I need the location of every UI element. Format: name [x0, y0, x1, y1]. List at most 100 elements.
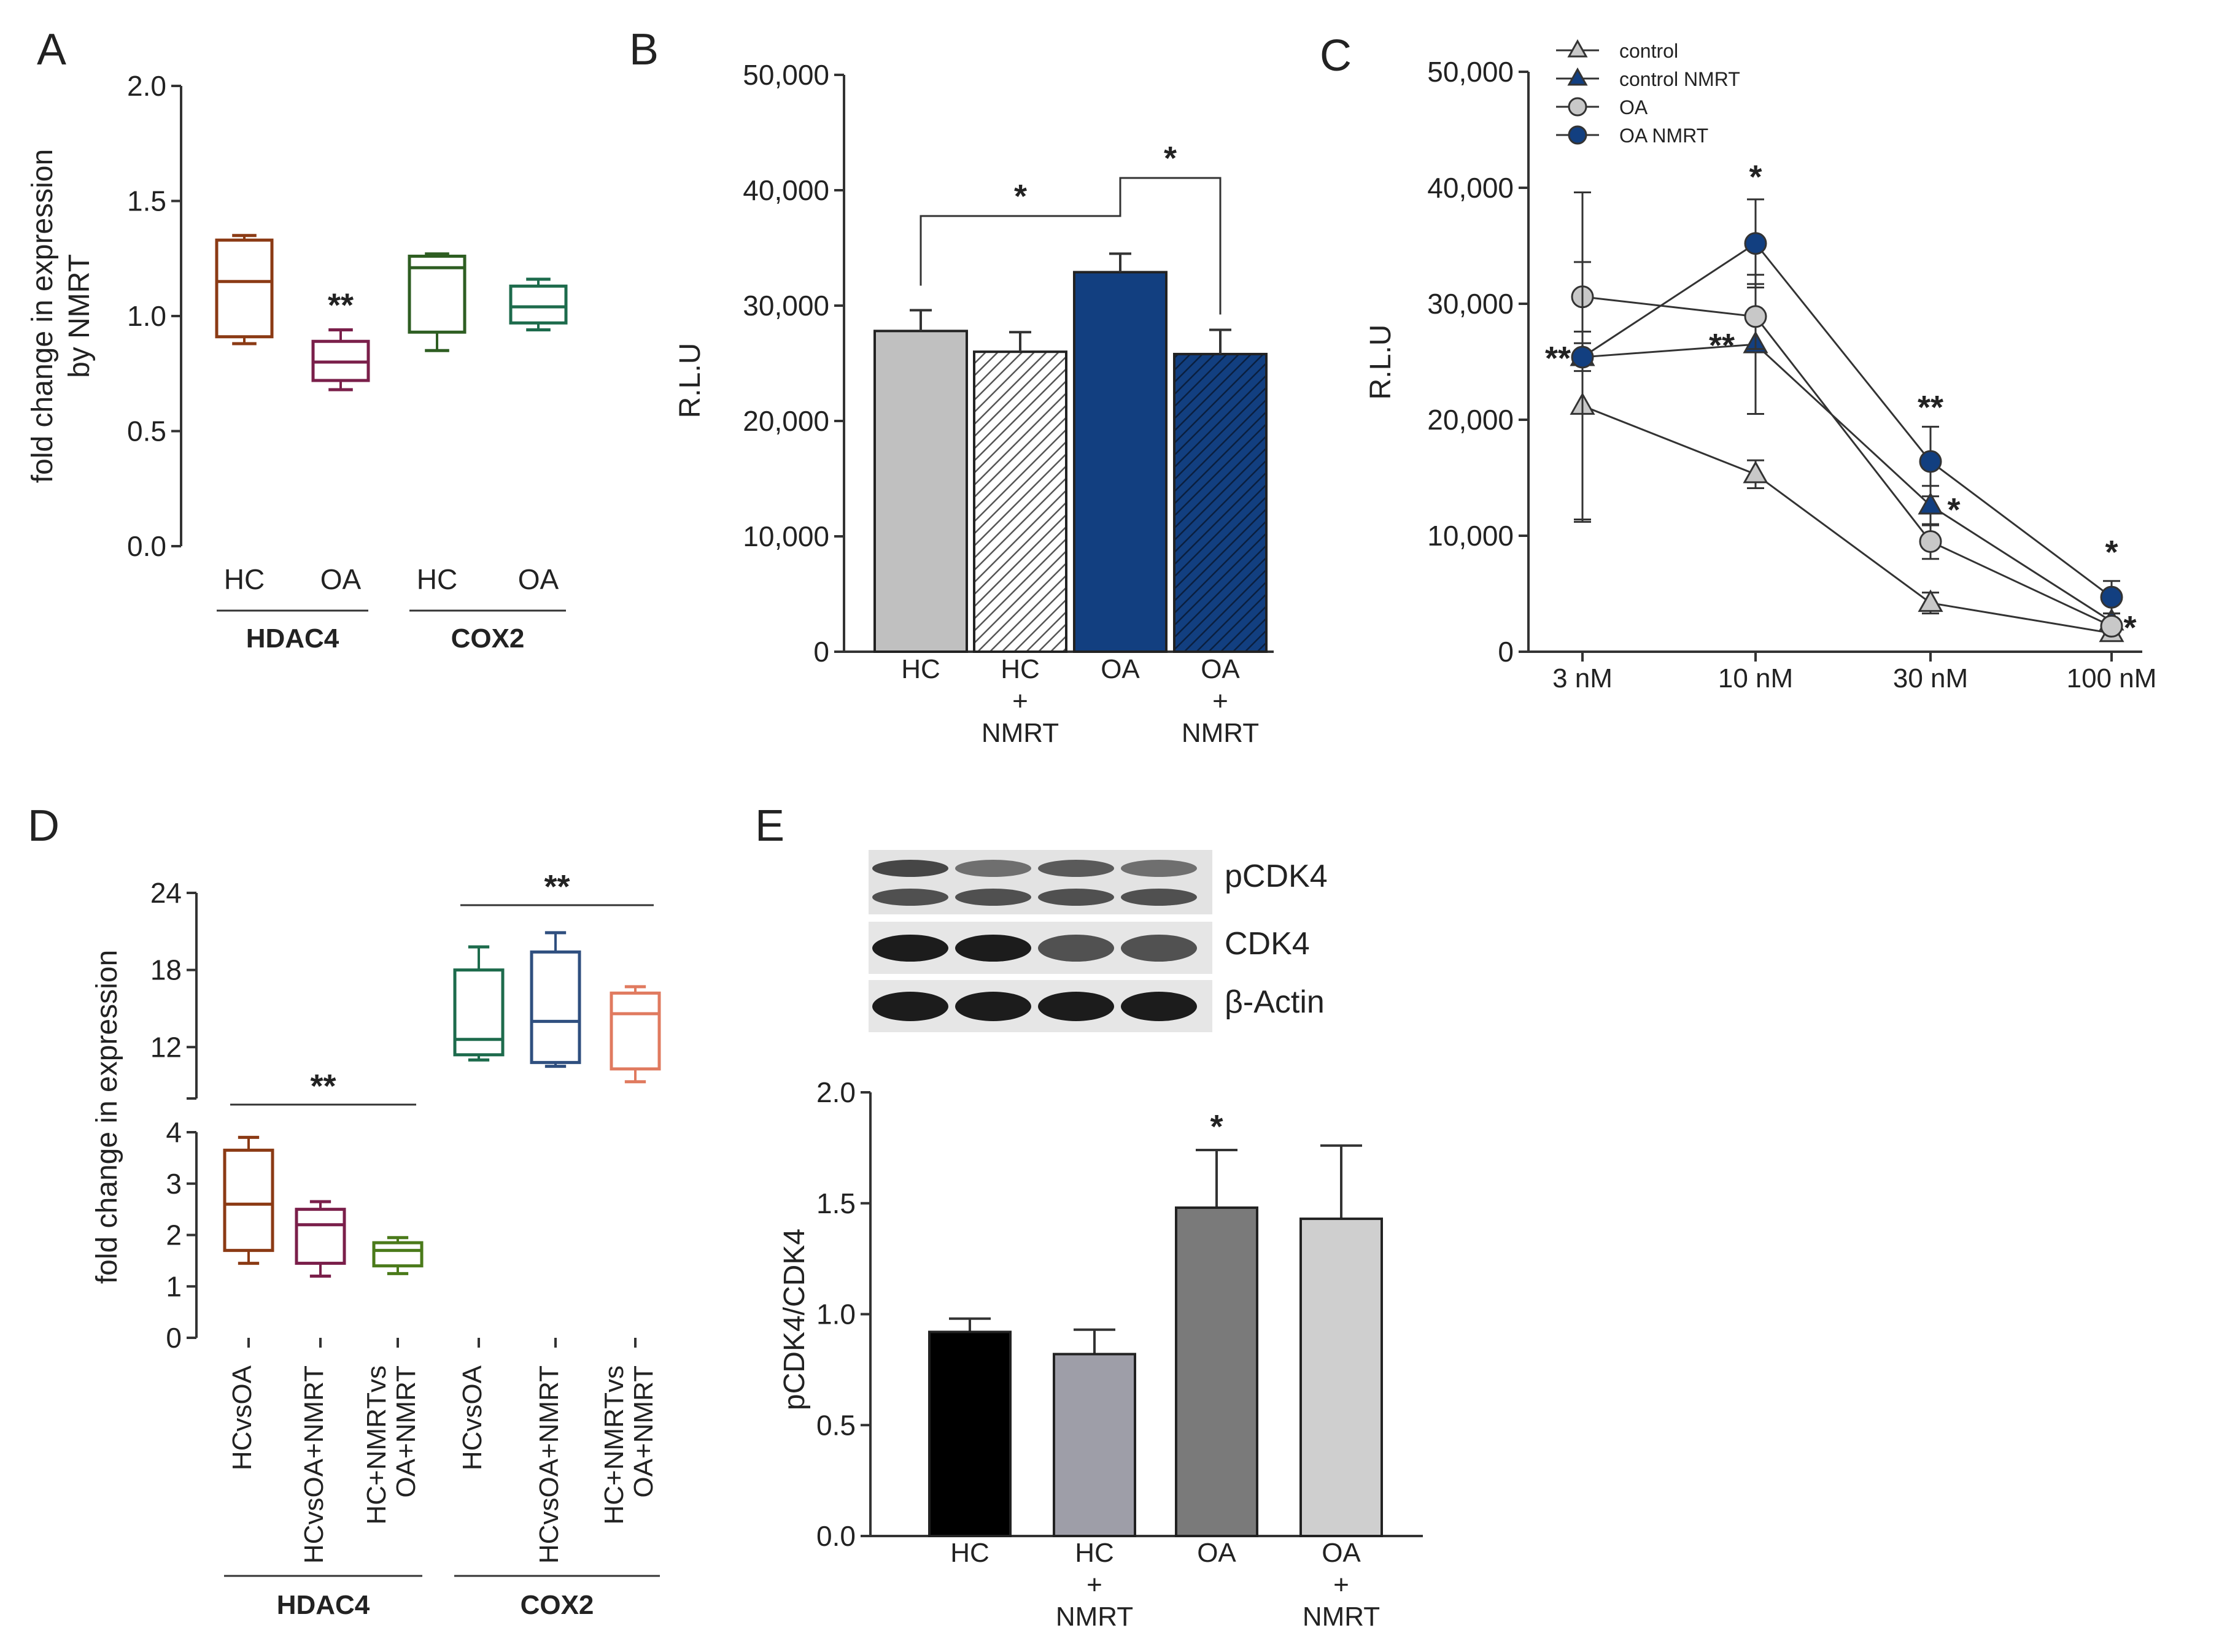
panel-c-chart: 0 10,000 20,000 30,000 40,000 50,000 R.L.U 3 nM… — [1365, 39, 2157, 693]
b-bar — [1073, 271, 1168, 654]
e-bar — [928, 1330, 1012, 1537]
c-series-line — [1582, 242, 2112, 598]
c-significance: ** — [1918, 389, 1943, 426]
c-series-line — [1582, 404, 2112, 635]
panel-label-e: E — [755, 801, 784, 851]
blot-band-cdk4 — [955, 935, 1031, 962]
c-y-tick-label: 10,000 — [1427, 520, 1514, 552]
panel-label-a: A — [37, 25, 66, 74]
d-lower-y-tick-label: 3 — [166, 1168, 182, 1200]
b-significance: * — [1164, 140, 1177, 177]
c-legend-label: OA — [1619, 96, 1648, 118]
d-x-tick-label: HCvsOA — [457, 1365, 487, 1470]
a-x-tick-label: HC — [224, 563, 265, 595]
c-point — [1919, 530, 1942, 553]
c-legend-marker — [1567, 39, 1588, 58]
b-y-tick-label: 30,000 — [743, 290, 829, 322]
a-y-tick-label: 2.0 — [127, 70, 166, 102]
c-series-line — [1582, 296, 2112, 627]
panel-label-d: D — [28, 801, 60, 851]
b-y-tick-label: 0 — [813, 636, 829, 668]
blot-band-actin — [872, 992, 948, 1021]
d-box-iqr — [530, 950, 581, 1064]
a-y-tick-label: 1.0 — [127, 300, 166, 332]
b-comparison-bracket — [1119, 177, 1222, 315]
d-upper-y-tick-label: 18 — [150, 954, 182, 986]
e-y-tick-label: 2.0 — [816, 1076, 856, 1108]
b-bar — [873, 330, 968, 653]
d-x-tick-label: OA+NMRT — [629, 1365, 659, 1498]
c-legend-marker — [1568, 97, 1587, 117]
b-x-tick-label: OA — [1101, 654, 1140, 684]
blot-band-cdk4 — [872, 935, 948, 962]
e-x-tick-label: HC — [1075, 1538, 1114, 1568]
western-blot: pCDK4 CDK4 β-Actin — [869, 850, 1328, 1032]
blot-band-cdk4 — [1121, 935, 1197, 962]
c-y-tick-label: 0 — [1498, 636, 1514, 668]
blot-band-cdk4 — [1038, 935, 1114, 962]
c-legend-label: control NMRT — [1619, 68, 1740, 90]
a-y-tick-label: 0.5 — [127, 415, 166, 447]
d-significance: ** — [310, 1068, 336, 1105]
e-y-axis-label: pCDK4/CDK4 — [778, 1229, 811, 1410]
c-point — [1571, 345, 1594, 369]
d-x-tick-label: HC+NMRTvs — [362, 1365, 392, 1525]
b-y-tick-label: 50,000 — [743, 59, 829, 91]
c-legend: control control NMRT OA OA NMRT — [1556, 39, 1740, 147]
c-point — [2100, 585, 2123, 609]
d-x-tick-label: OA+NMRT — [391, 1365, 421, 1498]
c-x-tick-label: 100 nM — [2067, 663, 2157, 693]
e-bar — [1053, 1353, 1136, 1538]
a-group-label: COX2 — [451, 623, 525, 654]
blot-band-pcdk4-lower — [872, 889, 948, 906]
c-legend-label: OA NMRT — [1619, 125, 1708, 147]
d-lower-y-tick-label: 2 — [166, 1219, 182, 1251]
d-box-iqr — [295, 1208, 346, 1265]
b-bar — [973, 350, 1067, 653]
blot-band-pcdk4-upper — [872, 860, 948, 877]
e-significance: * — [1210, 1108, 1223, 1145]
b-y-tick-label: 20,000 — [743, 405, 829, 437]
c-point — [1744, 232, 1767, 255]
a-x-tick-label: OA — [320, 563, 362, 595]
blot-label-actin: β-Actin — [1225, 984, 1325, 1020]
a-box-iqr — [509, 284, 568, 325]
a-y-tick-label: 1.5 — [127, 185, 166, 217]
e-y-tick-label: 1.5 — [816, 1187, 856, 1219]
d-lower-y-tick-label: 4 — [166, 1116, 182, 1148]
c-y-tick-label: 30,000 — [1427, 288, 1514, 320]
d-box-iqr — [453, 968, 505, 1057]
c-significance: ** — [1709, 327, 1735, 364]
c-significance: * — [2105, 534, 2118, 571]
d-box-iqr — [372, 1241, 424, 1268]
e-x-tick-label: HC — [950, 1538, 989, 1568]
blot-band-actin — [1038, 992, 1114, 1021]
c-x-tick-label: 10 nM — [1718, 663, 1793, 693]
b-y-tick-label: 40,000 — [743, 174, 829, 206]
d-significance: ** — [544, 868, 570, 905]
b-bar — [1173, 352, 1268, 654]
b-y-tick-label: 10,000 — [743, 520, 829, 552]
d-upper-y-tick-label: 12 — [150, 1031, 182, 1063]
panel-b-chart: 0 10,000 20,000 30,000 40,000 50,000 R.L.U HC HC… — [674, 59, 1274, 748]
e-x-tick-label: NMRT — [1303, 1602, 1380, 1632]
c-significance: ** — [1545, 340, 1571, 377]
b-x-tick-label: + — [1012, 686, 1028, 716]
d-lower-y-tick-label: 0 — [166, 1322, 182, 1354]
c-point — [1918, 589, 1943, 612]
e-x-tick-label: NMRT — [1056, 1602, 1133, 1632]
a-box-iqr — [408, 255, 467, 334]
blot-label-pcdk4: pCDK4 — [1225, 859, 1328, 894]
d-box-iqr — [610, 991, 661, 1071]
blot-band-actin — [1121, 992, 1197, 1021]
d-lower-y-tick-label: 1 — [166, 1270, 182, 1302]
e-x-tick-label: OA — [1197, 1538, 1236, 1568]
c-y-axis-label: R.L.U — [1365, 325, 1397, 400]
a-x-tick-label: OA — [518, 563, 559, 595]
c-x-tick-label: 3 nM — [1552, 663, 1613, 693]
c-significance: * — [1947, 492, 1960, 528]
c-y-tick-label: 50,000 — [1427, 56, 1514, 88]
d-x-tick-label: HCvsOA — [227, 1365, 257, 1470]
